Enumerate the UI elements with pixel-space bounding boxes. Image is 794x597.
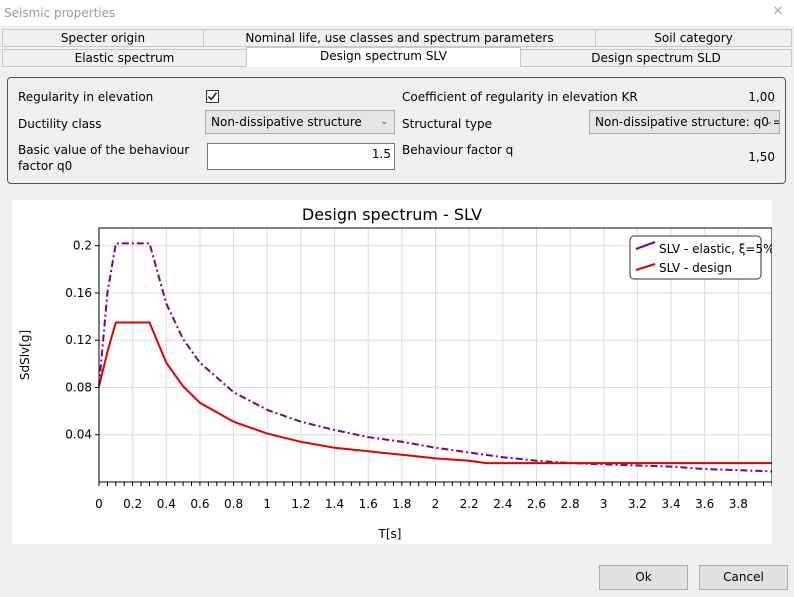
- x-tick-label: 2.8: [561, 497, 580, 511]
- regularity-label: Regularity in elevation: [18, 90, 154, 104]
- structural-type-select-value: Non-dissipative structure: q0 =: [595, 115, 780, 129]
- chart-svg: Design spectrum - SLV T[s] SdSlv[g] 0 0.2…: [18, 205, 775, 541]
- y-tick-label: 0.04: [65, 428, 92, 442]
- x-tick-label: 3.2: [628, 497, 647, 511]
- series-layer: [98, 242, 773, 473]
- ok-button[interactable]: Ok: [599, 565, 688, 590]
- legend-label-elastic: SLV - elastic, ξ=5%: [659, 242, 772, 256]
- chart-title: Design spectrum - SLV: [302, 205, 482, 224]
- behaviour-basic-label-line2: factor q0: [18, 159, 73, 173]
- x-tick-label: 1.8: [392, 497, 411, 511]
- chart-legend: SLV - elastic, ξ=5% SLV - design: [629, 235, 775, 280]
- legend-swatch-elastic: [635, 241, 656, 250]
- kr-label: Coefficient of regularity in elevation K…: [402, 90, 638, 104]
- chevron-down-icon: ⌄: [765, 117, 773, 127]
- behaviour-q-label: Behaviour factor q: [402, 143, 514, 157]
- y-axis-label: SdSlv[g]: [18, 330, 32, 380]
- tab-design-spectrum-slv[interactable]: Design spectrum SLV: [246, 47, 521, 67]
- behaviour-basic-label: Basic value of the behaviour: [18, 143, 190, 157]
- x-tick-label: 1.2: [291, 497, 310, 511]
- x-tick-label: 0.6: [190, 497, 209, 511]
- behaviour-basic-input[interactable]: 1.5: [207, 143, 395, 170]
- ductility-select[interactable]: Non-dissipative structure ⌄: [205, 110, 395, 134]
- y-tick-label: 0.08: [65, 380, 92, 394]
- title-bar: Seismic properties ✕: [0, 0, 794, 26]
- ductility-label: Ductility class: [18, 117, 102, 131]
- x-tick-label: 1.4: [325, 497, 344, 511]
- x-axis-label: T[s]: [378, 527, 402, 541]
- x-tick-label: 3: [600, 497, 608, 511]
- design-spectrum-chart: Design spectrum - SLV T[s] SdSlv[g] 0 0.2…: [12, 200, 775, 544]
- x-tick-label: 3.4: [662, 497, 681, 511]
- cancel-button[interactable]: Cancel: [699, 565, 788, 590]
- x-tick-label: 2.2: [460, 497, 479, 511]
- y-tick-label: 0.12: [65, 333, 92, 347]
- x-tick-label: 1: [263, 497, 271, 511]
- legend-box: [629, 235, 762, 280]
- x-tick-label: 0.4: [157, 497, 176, 511]
- x-tick-label: 1.6: [359, 497, 378, 511]
- x-tick-label: 0.8: [224, 497, 243, 511]
- y-tick-label: 0.16: [65, 286, 92, 300]
- x-tick-label: 0.2: [123, 497, 142, 511]
- kr-value: 1,00: [748, 90, 775, 104]
- structural-type-label: Structural type: [402, 117, 493, 131]
- x-tick-label: 3.6: [695, 497, 714, 511]
- behaviour-q-value: 1,50: [748, 150, 775, 164]
- y-tick-label: 0.2: [73, 239, 92, 253]
- close-icon[interactable]: ✕: [772, 4, 784, 19]
- checkmark-icon: [207, 92, 218, 101]
- regularity-checkbox[interactable]: [206, 90, 219, 103]
- structural-type-select[interactable]: Non-dissipative structure: q0 = ⌄: [589, 110, 780, 134]
- x-tick-label: 3.8: [729, 497, 748, 511]
- series-line-elastic: [98, 242, 773, 473]
- tab-elastic-spectrum[interactable]: Elastic spectrum: [2, 49, 247, 67]
- x-tick-label: 2.4: [493, 497, 512, 511]
- tab-nominal-life[interactable]: Nominal life, use classes and spectrum p…: [203, 29, 596, 47]
- tab-soil-category[interactable]: Soil category: [595, 29, 792, 47]
- x-tick-label: 0: [95, 497, 103, 511]
- tab-specter-origin[interactable]: Specter origin: [2, 29, 204, 47]
- window-title: Seismic properties: [4, 6, 116, 20]
- x-tick-label: 2.6: [527, 497, 546, 511]
- tab-design-spectrum-sld[interactable]: Design spectrum SLD: [520, 49, 792, 67]
- legend-label-design: SLV - design: [659, 261, 732, 275]
- chevron-down-icon: ⌄: [380, 117, 388, 127]
- legend-swatch-design: [635, 263, 656, 271]
- series-line-design: [98, 321, 772, 465]
- ductility-select-value: Non-dissipative structure: [211, 115, 362, 129]
- x-tick-label: 2: [432, 497, 440, 511]
